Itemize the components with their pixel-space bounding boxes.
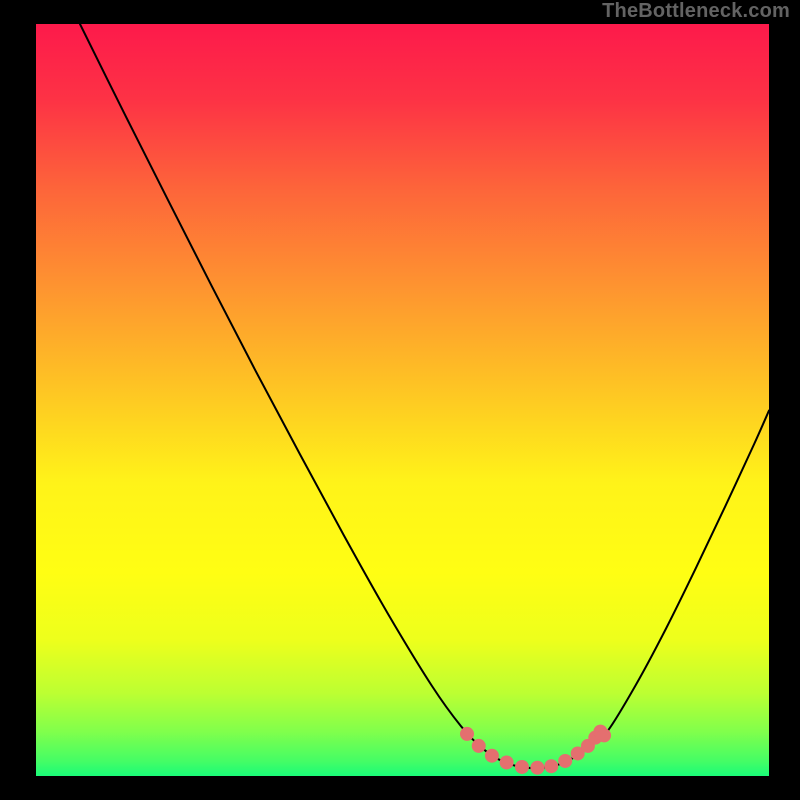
plot-area [36, 24, 769, 776]
bottleneck-marker [558, 754, 572, 768]
bottleneck-marker [597, 728, 611, 742]
bottleneck-marker [485, 749, 499, 763]
bottleneck-marker [500, 755, 514, 769]
watermark-text: TheBottleneck.com [602, 0, 790, 23]
marker-layer [36, 24, 769, 776]
chart-stage: TheBottleneck.com [0, 0, 800, 800]
bottleneck-marker [472, 739, 486, 753]
bottleneck-marker [544, 759, 558, 773]
bottleneck-marker [530, 761, 544, 775]
bottleneck-marker [460, 727, 474, 741]
bottleneck-marker [515, 760, 529, 774]
